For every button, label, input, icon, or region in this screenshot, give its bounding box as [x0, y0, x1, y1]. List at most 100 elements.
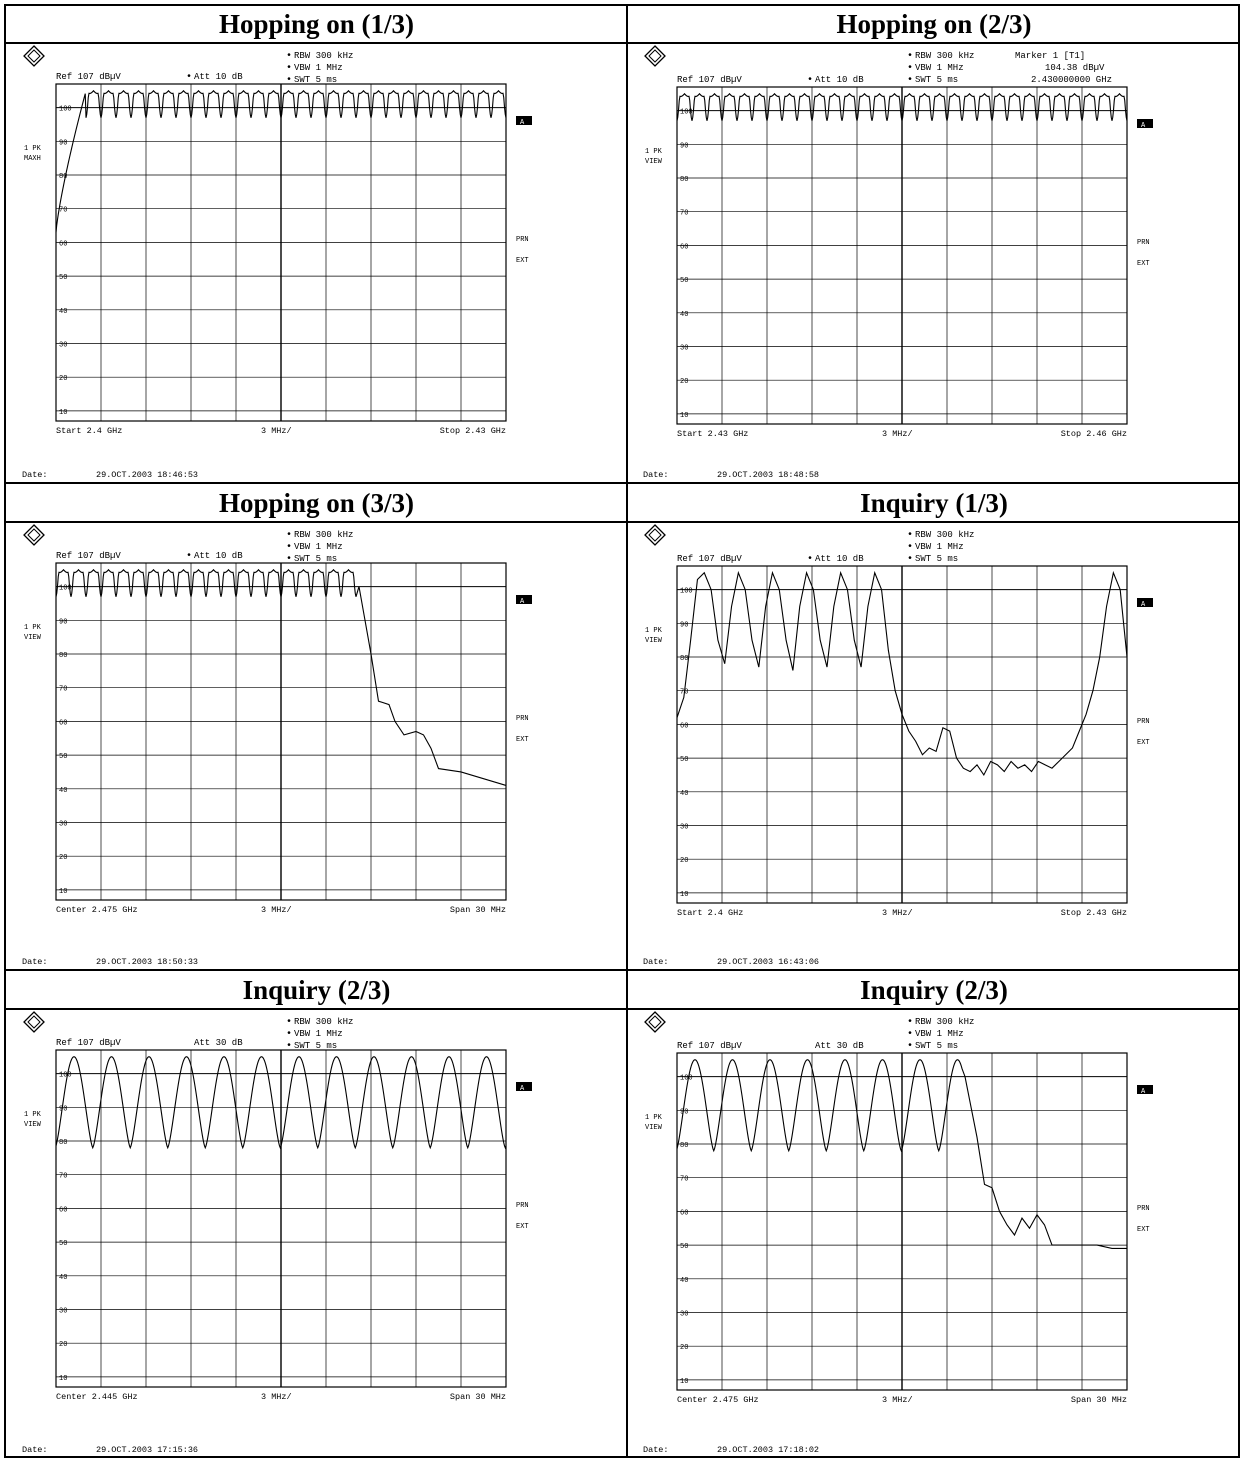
logo-outline [23, 1011, 45, 1033]
attenuation-label: Att 10 dB [194, 72, 243, 82]
y-tick-label: 50 [59, 753, 67, 761]
rohde-schwarz-logo-icon [644, 524, 666, 546]
y-tick-label: 80 [680, 655, 688, 663]
x-division-label: 3 MHz/ [261, 905, 292, 915]
y-tick-label: 30 [680, 1310, 688, 1318]
x-start-label: Start 2.4 GHz [677, 908, 743, 918]
y-tick-label: 50 [680, 756, 688, 764]
rbw-label: RBW 300 kHz [915, 1017, 974, 1027]
y-tick-label: 40 [59, 1274, 67, 1282]
date-label: Date: [22, 470, 48, 480]
ext-label: EXT [1137, 1226, 1150, 1234]
rbw-label: RBW 300 kHz [915, 530, 974, 540]
swt-bullet: • [907, 554, 913, 565]
table-border-top [4, 4, 1238, 6]
date-label: Date: [22, 1445, 48, 1455]
chart-cell: Inquiry (2/3) • RBW 300 kHz • VBW 1 MHz • SWT … [627, 970, 1241, 1458]
logo-outline [644, 45, 666, 67]
swt-bullet: • [286, 75, 292, 86]
vbw-bullet: • [286, 63, 292, 74]
y-tick-label: 90 [59, 618, 67, 626]
swt-label: SWT 5 ms [294, 75, 337, 85]
spectrum-trace [55, 1056, 507, 1150]
chart-cell: Hopping on (2/3) • RBW 300 kHz • VBW 1 MHz • S… [627, 4, 1241, 483]
y-tick-label: 80 [59, 173, 67, 181]
chart-cell: Inquiry (1/3) • RBW 300 kHz • VBW 1 MHz • SWT … [627, 483, 1241, 970]
ref-level-label: Ref 107 dBµV [677, 1041, 742, 1051]
ext-label: EXT [1137, 260, 1150, 268]
trace-mode-label: 1 PK [24, 145, 42, 153]
y-tick-label: 40 [680, 790, 688, 798]
date-label: Date: [643, 470, 669, 480]
y-tick-label: 10 [680, 891, 688, 899]
rbw-bullet: • [286, 530, 292, 541]
date-value: 29.OCT.2003 16:43:06 [717, 957, 819, 967]
vbw-bullet: • [907, 63, 913, 74]
y-tick-label: 60 [59, 240, 67, 248]
att-bullet: • [807, 75, 813, 86]
prn-label: PRN [1137, 239, 1150, 247]
logo-inner [648, 528, 662, 542]
vbw-bullet: • [286, 1029, 292, 1040]
trace-mode-label: 1 PK [24, 1111, 42, 1119]
y-tick-label: 60 [680, 243, 688, 251]
trace-detector-label: VIEW [24, 634, 42, 642]
y-tick-label: 40 [59, 308, 67, 316]
att-bullet: • [186, 72, 192, 83]
y-tick-label: 60 [680, 722, 688, 730]
rbw-label: RBW 300 kHz [915, 51, 974, 61]
trace-mode-label: 1 PK [645, 627, 663, 635]
swt-bullet: • [907, 1041, 913, 1052]
trace-a-badge [516, 116, 532, 125]
spectrum-trace [55, 568, 507, 786]
vbw-label: VBW 1 MHz [294, 63, 343, 73]
swt-label: SWT 5 ms [294, 554, 337, 564]
y-tick-label: 90 [680, 142, 688, 150]
y-tick-label: 30 [59, 341, 67, 349]
vbw-bullet: • [907, 1029, 913, 1040]
prn-label: PRN [516, 1202, 529, 1210]
y-tick-label: 50 [680, 277, 688, 285]
vbw-label: VBW 1 MHz [915, 63, 964, 73]
y-tick-label: 10 [680, 1378, 688, 1386]
vbw-label: VBW 1 MHz [294, 1029, 343, 1039]
y-tick-label: 10 [59, 888, 67, 896]
y-tick-label: 20 [680, 378, 688, 386]
prn-label: PRN [516, 715, 529, 723]
trace-mode-label: 1 PK [645, 1114, 663, 1122]
y-tick-label: 100 [59, 585, 72, 593]
y-tick-label: 20 [680, 857, 688, 865]
swt-label: SWT 5 ms [915, 1041, 958, 1051]
trace-a-label: A [520, 119, 525, 127]
attenuation-label: Att 10 dB [194, 551, 243, 561]
y-tick-label: 80 [680, 1142, 688, 1150]
x-stop-label: Stop 2.43 GHz [1061, 908, 1127, 918]
y-tick-label: 70 [59, 1173, 67, 1181]
att-bullet: • [807, 554, 813, 565]
x-start-label: Start 2.43 GHz [677, 429, 748, 439]
date-label: Date: [643, 957, 669, 967]
x-stop-label: Span 30 MHz [1071, 1395, 1127, 1405]
x-stop-label: Stop 2.43 GHz [440, 426, 506, 436]
vbw-bullet: • [907, 542, 913, 553]
rbw-label: RBW 300 kHz [294, 1017, 353, 1027]
trace-a-label: A [520, 1085, 525, 1093]
y-tick-label: 90 [680, 1108, 688, 1116]
date-value: 29.OCT.2003 17:18:02 [717, 1445, 819, 1455]
trace-a-badge [1137, 119, 1153, 128]
y-tick-label: 50 [680, 1243, 688, 1251]
y-tick-label: 10 [680, 412, 688, 420]
rohde-schwarz-logo-icon [644, 1011, 666, 1033]
rbw-bullet: • [286, 51, 292, 62]
y-tick-label: 60 [680, 1209, 688, 1217]
marker-value: 104.38 dBµV [1045, 63, 1105, 73]
